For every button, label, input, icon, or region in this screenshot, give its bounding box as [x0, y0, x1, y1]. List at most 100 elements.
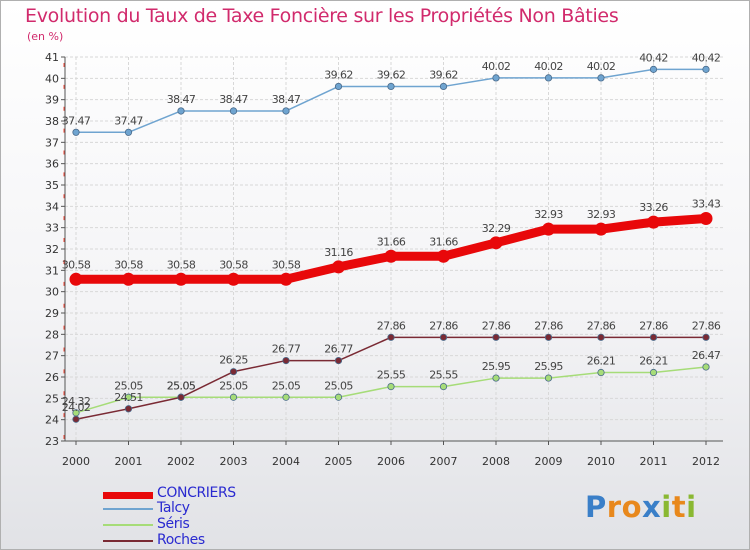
data-label: 25.05 [219, 379, 248, 392]
data-point [282, 393, 290, 401]
data-label: 37.47 [62, 114, 91, 127]
data-point [594, 222, 608, 236]
data-label: 32.29 [482, 222, 511, 235]
data-point [649, 368, 658, 377]
data-label: 26.47 [692, 349, 721, 362]
y-tick-label: 28 [45, 328, 59, 341]
y-tick-label: 31 [45, 264, 59, 277]
data-label: 32.93 [587, 208, 616, 221]
data-point [279, 272, 293, 286]
x-tick-label: 2005 [325, 455, 353, 468]
data-point [229, 393, 238, 401]
data-point [384, 249, 398, 263]
x-tick-label: 2010 [587, 455, 615, 468]
data-label: 31.16 [324, 246, 353, 259]
y-tick-label: 41 [45, 51, 59, 64]
logo-letter: x [642, 490, 662, 524]
data-label: 25.95 [534, 360, 563, 373]
data-label: 27.86 [429, 319, 458, 332]
data-point [334, 82, 343, 91]
y-tick-label: 39 [45, 94, 59, 107]
data-label: 26.21 [587, 355, 616, 368]
data-point [544, 333, 553, 341]
data-point [72, 415, 80, 423]
x-tick-label: 2004 [272, 455, 300, 468]
logo-letter: P [585, 490, 607, 524]
data-point [597, 368, 605, 377]
data-point [124, 128, 133, 136]
data-label: 32.93 [534, 208, 563, 221]
data-point [334, 393, 343, 401]
data-point [489, 236, 503, 250]
legend-swatch [103, 492, 153, 499]
data-point [702, 65, 710, 73]
y-tick-label: 40 [45, 72, 59, 85]
proxiti-logo: Proxiti [585, 490, 697, 524]
data-label: 40.02 [482, 60, 511, 73]
y-tick-label: 30 [45, 286, 59, 299]
data-point [177, 393, 185, 401]
x-tick-label: 2012 [692, 455, 720, 468]
data-label: 24.02 [62, 401, 91, 414]
data-label: 40.02 [534, 60, 563, 73]
data-labels: 37.47 37.47 38.47 38.47 38.47 39.62 39.62 39.62… [62, 51, 722, 414]
data-label: 38.47 [219, 93, 248, 106]
data-label: 26.77 [324, 343, 353, 356]
y-tick-label: 27 [45, 350, 59, 363]
y-tick-label: 36 [45, 158, 59, 171]
data-point [174, 272, 188, 286]
data-point [597, 74, 605, 82]
data-point [544, 374, 553, 382]
data-label: 40.42 [639, 51, 668, 64]
grid [65, 56, 723, 442]
logo-letter: r [606, 490, 622, 524]
y-tick-label: 29 [45, 307, 59, 320]
data-point [437, 249, 450, 263]
y-tick-label: 33 [45, 222, 59, 235]
x-tick-label: 2003 [220, 455, 248, 468]
series-lines [69, 65, 713, 423]
data-point [72, 128, 80, 136]
x-tick-label: 2001 [115, 455, 143, 468]
y-tick-label: 35 [45, 179, 59, 192]
data-label: 25.95 [482, 360, 511, 373]
data-point [387, 382, 395, 391]
data-point [124, 393, 133, 401]
data-point [439, 333, 448, 341]
data-label: 24.32 [62, 395, 91, 408]
data-label: 40.02 [587, 60, 616, 73]
data-point [492, 74, 500, 82]
data-label: 25.55 [377, 369, 406, 382]
y-tick-label: 38 [45, 115, 59, 128]
logo-letter: i [686, 490, 697, 524]
y-tick-label: 23 [45, 435, 59, 448]
data-label: 25.05 [114, 379, 143, 392]
y-tick-label: 32 [45, 243, 59, 256]
data-point [492, 333, 500, 341]
legend-swatch [103, 540, 153, 542]
logo-letter: o [621, 490, 643, 524]
data-point [387, 82, 395, 91]
legend-label: Talcy [157, 500, 190, 516]
data-point [492, 374, 500, 382]
data-label: 37.47 [114, 114, 143, 127]
y-tick-label: 24 [45, 414, 59, 427]
x-tick-label: 2000 [62, 455, 90, 468]
data-label: 33.26 [639, 201, 668, 214]
data-label: 25.05 [167, 379, 196, 392]
legend-swatch [103, 508, 153, 510]
logo-letter: i [661, 490, 672, 524]
data-point [332, 260, 345, 274]
data-point [282, 107, 290, 115]
data-point [649, 65, 658, 73]
data-label: 40.42 [692, 51, 721, 64]
data-label: 31.66 [377, 235, 406, 248]
data-point [334, 356, 343, 365]
data-point [702, 363, 710, 371]
data-label: 39.62 [429, 68, 458, 81]
data-label: 27.86 [639, 319, 668, 332]
data-point [597, 333, 605, 341]
data-label: 26.77 [272, 343, 301, 356]
